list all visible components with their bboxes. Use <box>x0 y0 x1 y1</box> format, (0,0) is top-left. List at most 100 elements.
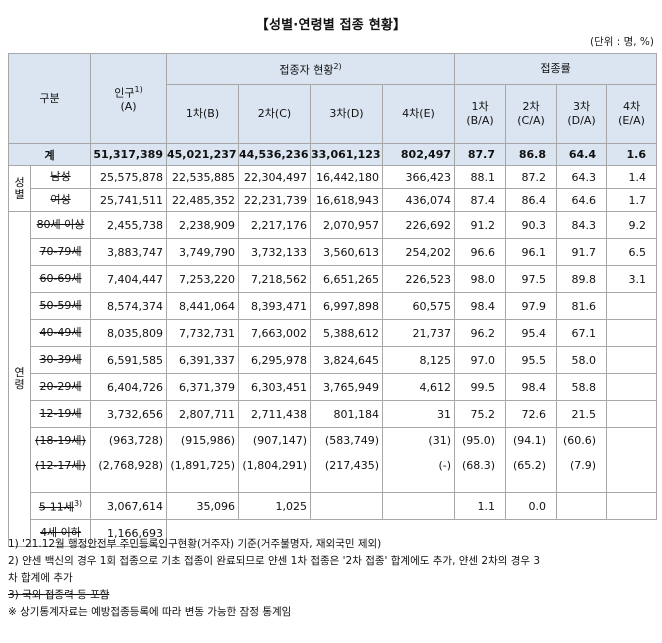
cell-dose3 <box>310 492 383 520</box>
cell-rate4 <box>606 400 658 428</box>
cell-dose3: 6,651,265 <box>310 265 383 293</box>
group-label-gender: 성별 <box>8 165 31 212</box>
footnote: 2) 얀센 백신의 경우 1회 접종으로 기초 접종이 완료되므로 얀센 1차 … <box>8 555 541 567</box>
cell-dose3: 5,388,612 <box>310 319 383 347</box>
cell-dose3: 33,061,123 <box>310 143 383 166</box>
table-row-sub: (18-19세) (12-17세) (963,728) (2,768,928) (… <box>9 427 658 493</box>
cell-rate1: 96.6 <box>454 238 507 266</box>
table-row: 12-19세 3,732,656 2,807,711 2,711,438 801… <box>9 400 658 428</box>
cell-dose1: 22,535,885 <box>166 165 239 189</box>
cell-dose4: 31 <box>381 400 456 428</box>
table-row: 50-59세 8,574,374 8,441,064 8,393,471 6,9… <box>9 292 658 320</box>
cell-dose4: (31) (-) <box>381 427 456 493</box>
cell-rate1: 1.1 <box>454 492 507 520</box>
cell-rate2: 97.5 <box>505 265 558 293</box>
cell-rate4: 6.5 <box>606 238 658 266</box>
row-label: 60-69세 <box>30 265 91 293</box>
cell-population: 6,591,585 <box>90 346 167 374</box>
cell-rate1: 87.4 <box>454 188 507 212</box>
table-row: 여성 25,741,511 22,485,352 22,231,739 16,6… <box>9 188 658 212</box>
cell-rate3: 64.6 <box>556 188 608 212</box>
cell-dose3: 6,997,898 <box>310 292 383 320</box>
cell-rate4 <box>606 346 658 374</box>
cell-dose3: 3,560,613 <box>310 238 383 266</box>
cell-rate4 <box>606 427 658 493</box>
cell-dose4: 4,612 <box>381 373 456 401</box>
table-row: 40-49세 8,035,809 7,732,731 7,663,002 5,3… <box>9 319 658 347</box>
header-category: 구분 <box>8 53 91 144</box>
cell-dose1: 7,732,731 <box>166 319 239 347</box>
row-label: 남성 <box>30 165 91 189</box>
cell-rate1: 75.2 <box>454 400 507 428</box>
page-title: 【성별·연령별 접종 현황】 <box>255 18 407 33</box>
cell-rate3: 89.8 <box>556 265 608 293</box>
cell-rate3: 64.4 <box>556 143 608 166</box>
cell-dose3: 16,442,180 <box>310 165 383 189</box>
cell-rate2: 98.4 <box>505 373 558 401</box>
cell-population: 8,574,374 <box>90 292 167 320</box>
header-rate1: 1차 (B/A) <box>454 84 507 144</box>
cell-rate2: 90.3 <box>505 211 558 239</box>
cell-rate4 <box>606 319 658 347</box>
group-label-age: 연령 <box>8 211 31 547</box>
cell-dose2: 1,025 <box>238 492 311 520</box>
header-dose3: 3차(D) <box>310 84 383 144</box>
cell-dose4: 226,692 <box>381 211 456 239</box>
cell-population: 3,067,614 <box>90 492 167 520</box>
cell-dose4: 366,423 <box>381 165 456 189</box>
table-row: 60-69세 7,404,447 7,253,220 7,218,562 6,6… <box>9 265 658 293</box>
header-rate4: 4차 (E/A) <box>606 84 658 144</box>
cell-dose4 <box>381 492 456 520</box>
row-label: 20-29세 <box>30 373 91 401</box>
footnote: 1) '21.12월 행정안전부 주민등록인구현황(거주자) 기준(거주불명자,… <box>8 538 382 550</box>
cell-population: 6,404,726 <box>90 373 167 401</box>
cell-rate3 <box>556 492 608 520</box>
header-rate2: 2차 (C/A) <box>505 84 558 144</box>
cell-dose2: 8,393,471 <box>238 292 311 320</box>
cell-dose1: 2,807,711 <box>166 400 239 428</box>
header-vaccinated: 접종자 현황2) <box>165 53 456 85</box>
cell-population: 3,883,747 <box>90 238 167 266</box>
cell-population: 7,404,447 <box>90 265 167 293</box>
row-label: 50-59세 <box>30 292 91 320</box>
table-row: 연령 80세 이상 2,455,738 2,238,909 2,217,176 … <box>8 211 658 547</box>
cell-rate3: 91.7 <box>556 238 608 266</box>
table-row: 성별 남성 25,575,878 22,535,885 22,304,497 1… <box>8 165 658 212</box>
cell-population: 2,455,738 <box>90 211 167 239</box>
cell-dose2: 7,663,002 <box>238 319 311 347</box>
cell-rate4 <box>606 373 658 401</box>
cell-dose1: 6,371,379 <box>166 373 239 401</box>
row-label: (18-19세) (12-17세) <box>30 427 91 493</box>
header-dose2: 2차(C) <box>238 84 311 144</box>
row-label: 70-79세 <box>30 238 91 266</box>
cell-rate3: 58.0 <box>556 346 608 374</box>
row-label: 4세 이하 <box>30 519 91 547</box>
footnote: 3) 국외 접종력 등 포함 <box>8 589 110 601</box>
footnotes: 1) '21.12월 행정안전부 주민등록인구현황(거주자) 기준(거주불명자,… <box>8 536 658 621</box>
cell-dose1: 35,096 <box>166 492 239 520</box>
cell-rate1: 98.0 <box>454 265 507 293</box>
table-row: 30-39세 6,591,585 6,391,337 6,295,978 3,8… <box>9 346 658 374</box>
cell-rate1: 98.4 <box>454 292 507 320</box>
cell-rate1: 88.1 <box>454 165 507 189</box>
cell-rate4: 1.6 <box>606 143 658 166</box>
cell-rate4 <box>606 492 658 520</box>
header-dose1: 1차(B) <box>166 84 239 144</box>
row-label: 5-11세3) <box>30 492 91 520</box>
cell-rate3: 84.3 <box>556 211 608 239</box>
cell-rate4: 9.2 <box>606 211 658 239</box>
cell-rate1: 99.5 <box>454 373 507 401</box>
cell-dose3: 16,618,943 <box>310 188 383 212</box>
cell-dose3: 3,824,645 <box>310 346 383 374</box>
cell-dose2: (907,147) (1,804,291) <box>238 427 311 493</box>
cell-rate1: 96.2 <box>454 319 507 347</box>
cell-population: 51,317,389 <box>90 143 167 166</box>
table-row: 70-79세 3,883,747 3,749,790 3,732,133 3,5… <box>9 238 658 266</box>
cell-dose3: 801,184 <box>310 400 383 428</box>
cell-rate4 <box>606 292 658 320</box>
cell-dose2: 2,217,176 <box>238 211 311 239</box>
cell-dose4: 60,575 <box>381 292 456 320</box>
cell-rate2: 86.8 <box>505 143 558 166</box>
cell-dose2: 7,218,562 <box>238 265 311 293</box>
cell-dose2: 6,303,451 <box>238 373 311 401</box>
